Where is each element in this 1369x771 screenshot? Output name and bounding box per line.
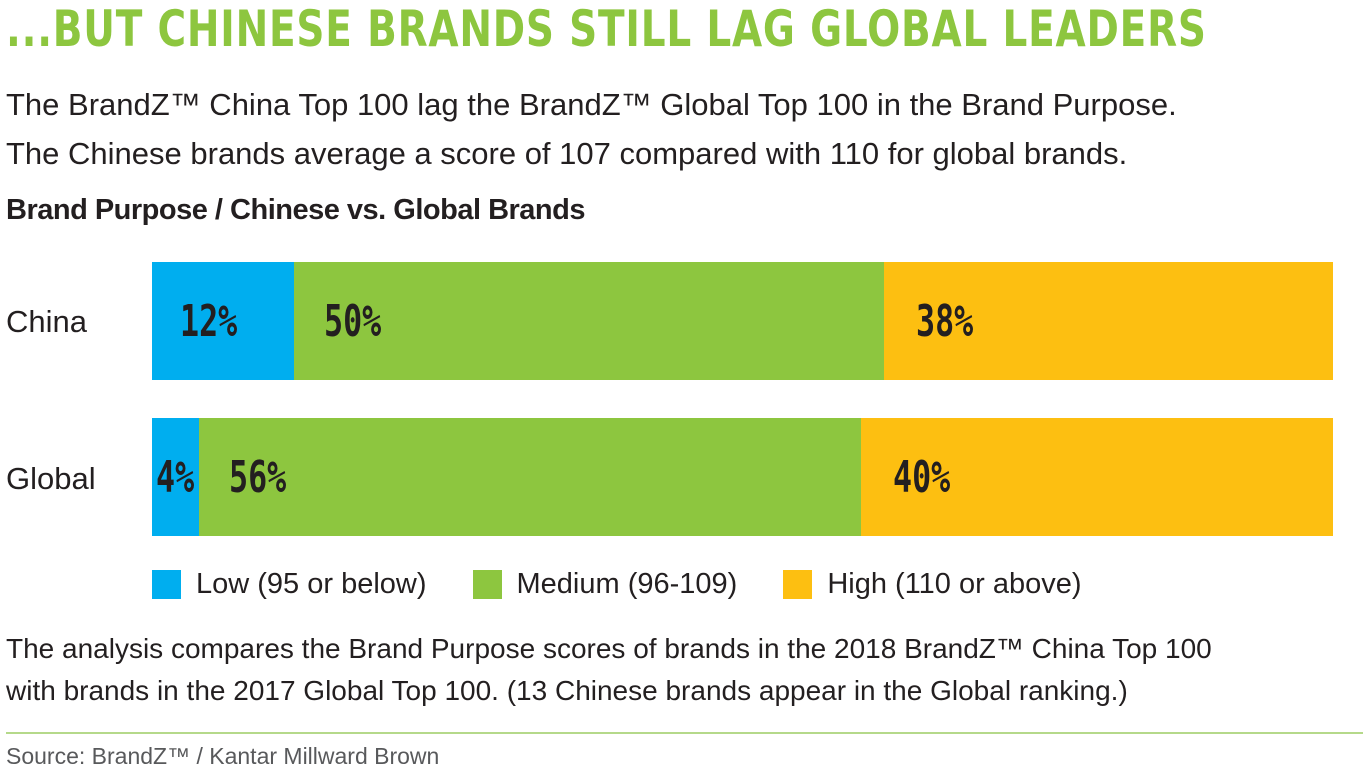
- source-credit: Source: BrandZ™ / Kantar Millward Brown: [6, 743, 440, 769]
- data-label-global-high: 40%: [892, 451, 950, 503]
- row-label-global: Global: [6, 461, 96, 496]
- data-label-china-low: 12%: [180, 295, 238, 347]
- divider: [6, 732, 1363, 734]
- chart-title: Brand Purpose / Chinese vs. Global Brand…: [6, 194, 585, 226]
- row-label-china: China: [6, 304, 87, 339]
- legend-swatch-low: [152, 570, 181, 599]
- data-label-global-medium: 56%: [229, 451, 287, 503]
- legend-item-low: Low (95 or below): [152, 568, 427, 601]
- data-label-china-high: 38%: [916, 295, 974, 347]
- legend-swatch-medium: [472, 570, 502, 599]
- stacked-bar-china: 12% 50% 38%: [152, 262, 1333, 380]
- legend-label-low: Low (95 or below): [196, 568, 427, 600]
- bar-segment-global-medium: 56%: [199, 418, 861, 536]
- legend: Low (95 or below) Medium (96-109) High (…: [152, 568, 1128, 601]
- footnote-line-2: with brands in the 2017 Global Top 100. …: [6, 675, 1128, 706]
- legend-item-medium: Medium (96-109): [472, 568, 738, 601]
- headline: ...BUT CHINESE BRANDS STILL LAG GLOBAL L…: [6, 0, 1207, 58]
- legend-swatch-high: [783, 570, 813, 599]
- stacked-bar-global: 4% 56% 40%: [152, 418, 1333, 536]
- bar-segment-china-low: 12%: [152, 262, 294, 380]
- footnote: The analysis compares the Brand Purpose …: [6, 628, 1366, 712]
- intro-line-1: The BrandZ™ China Top 100 lag the BrandZ…: [6, 87, 1177, 122]
- intro-line-2: The Chinese brands average a score of 10…: [6, 136, 1128, 171]
- intro-text: The BrandZ™ China Top 100 lag the BrandZ…: [6, 80, 1366, 178]
- legend-item-high: High (110 or above): [783, 568, 1082, 601]
- legend-label-medium: Medium (96-109): [516, 568, 738, 600]
- bar-segment-china-high: 38%: [884, 262, 1333, 380]
- bar-segment-global-low: 4%: [152, 418, 200, 536]
- legend-label-high: High (110 or above): [827, 568, 1082, 600]
- data-label-global-low: 4%: [156, 451, 195, 503]
- footnote-line-1: The analysis compares the Brand Purpose …: [6, 633, 1212, 664]
- data-label-china-medium: 50%: [323, 295, 381, 347]
- bar-segment-china-medium: 50%: [293, 262, 885, 380]
- bar-segment-global-high: 40%: [860, 418, 1333, 536]
